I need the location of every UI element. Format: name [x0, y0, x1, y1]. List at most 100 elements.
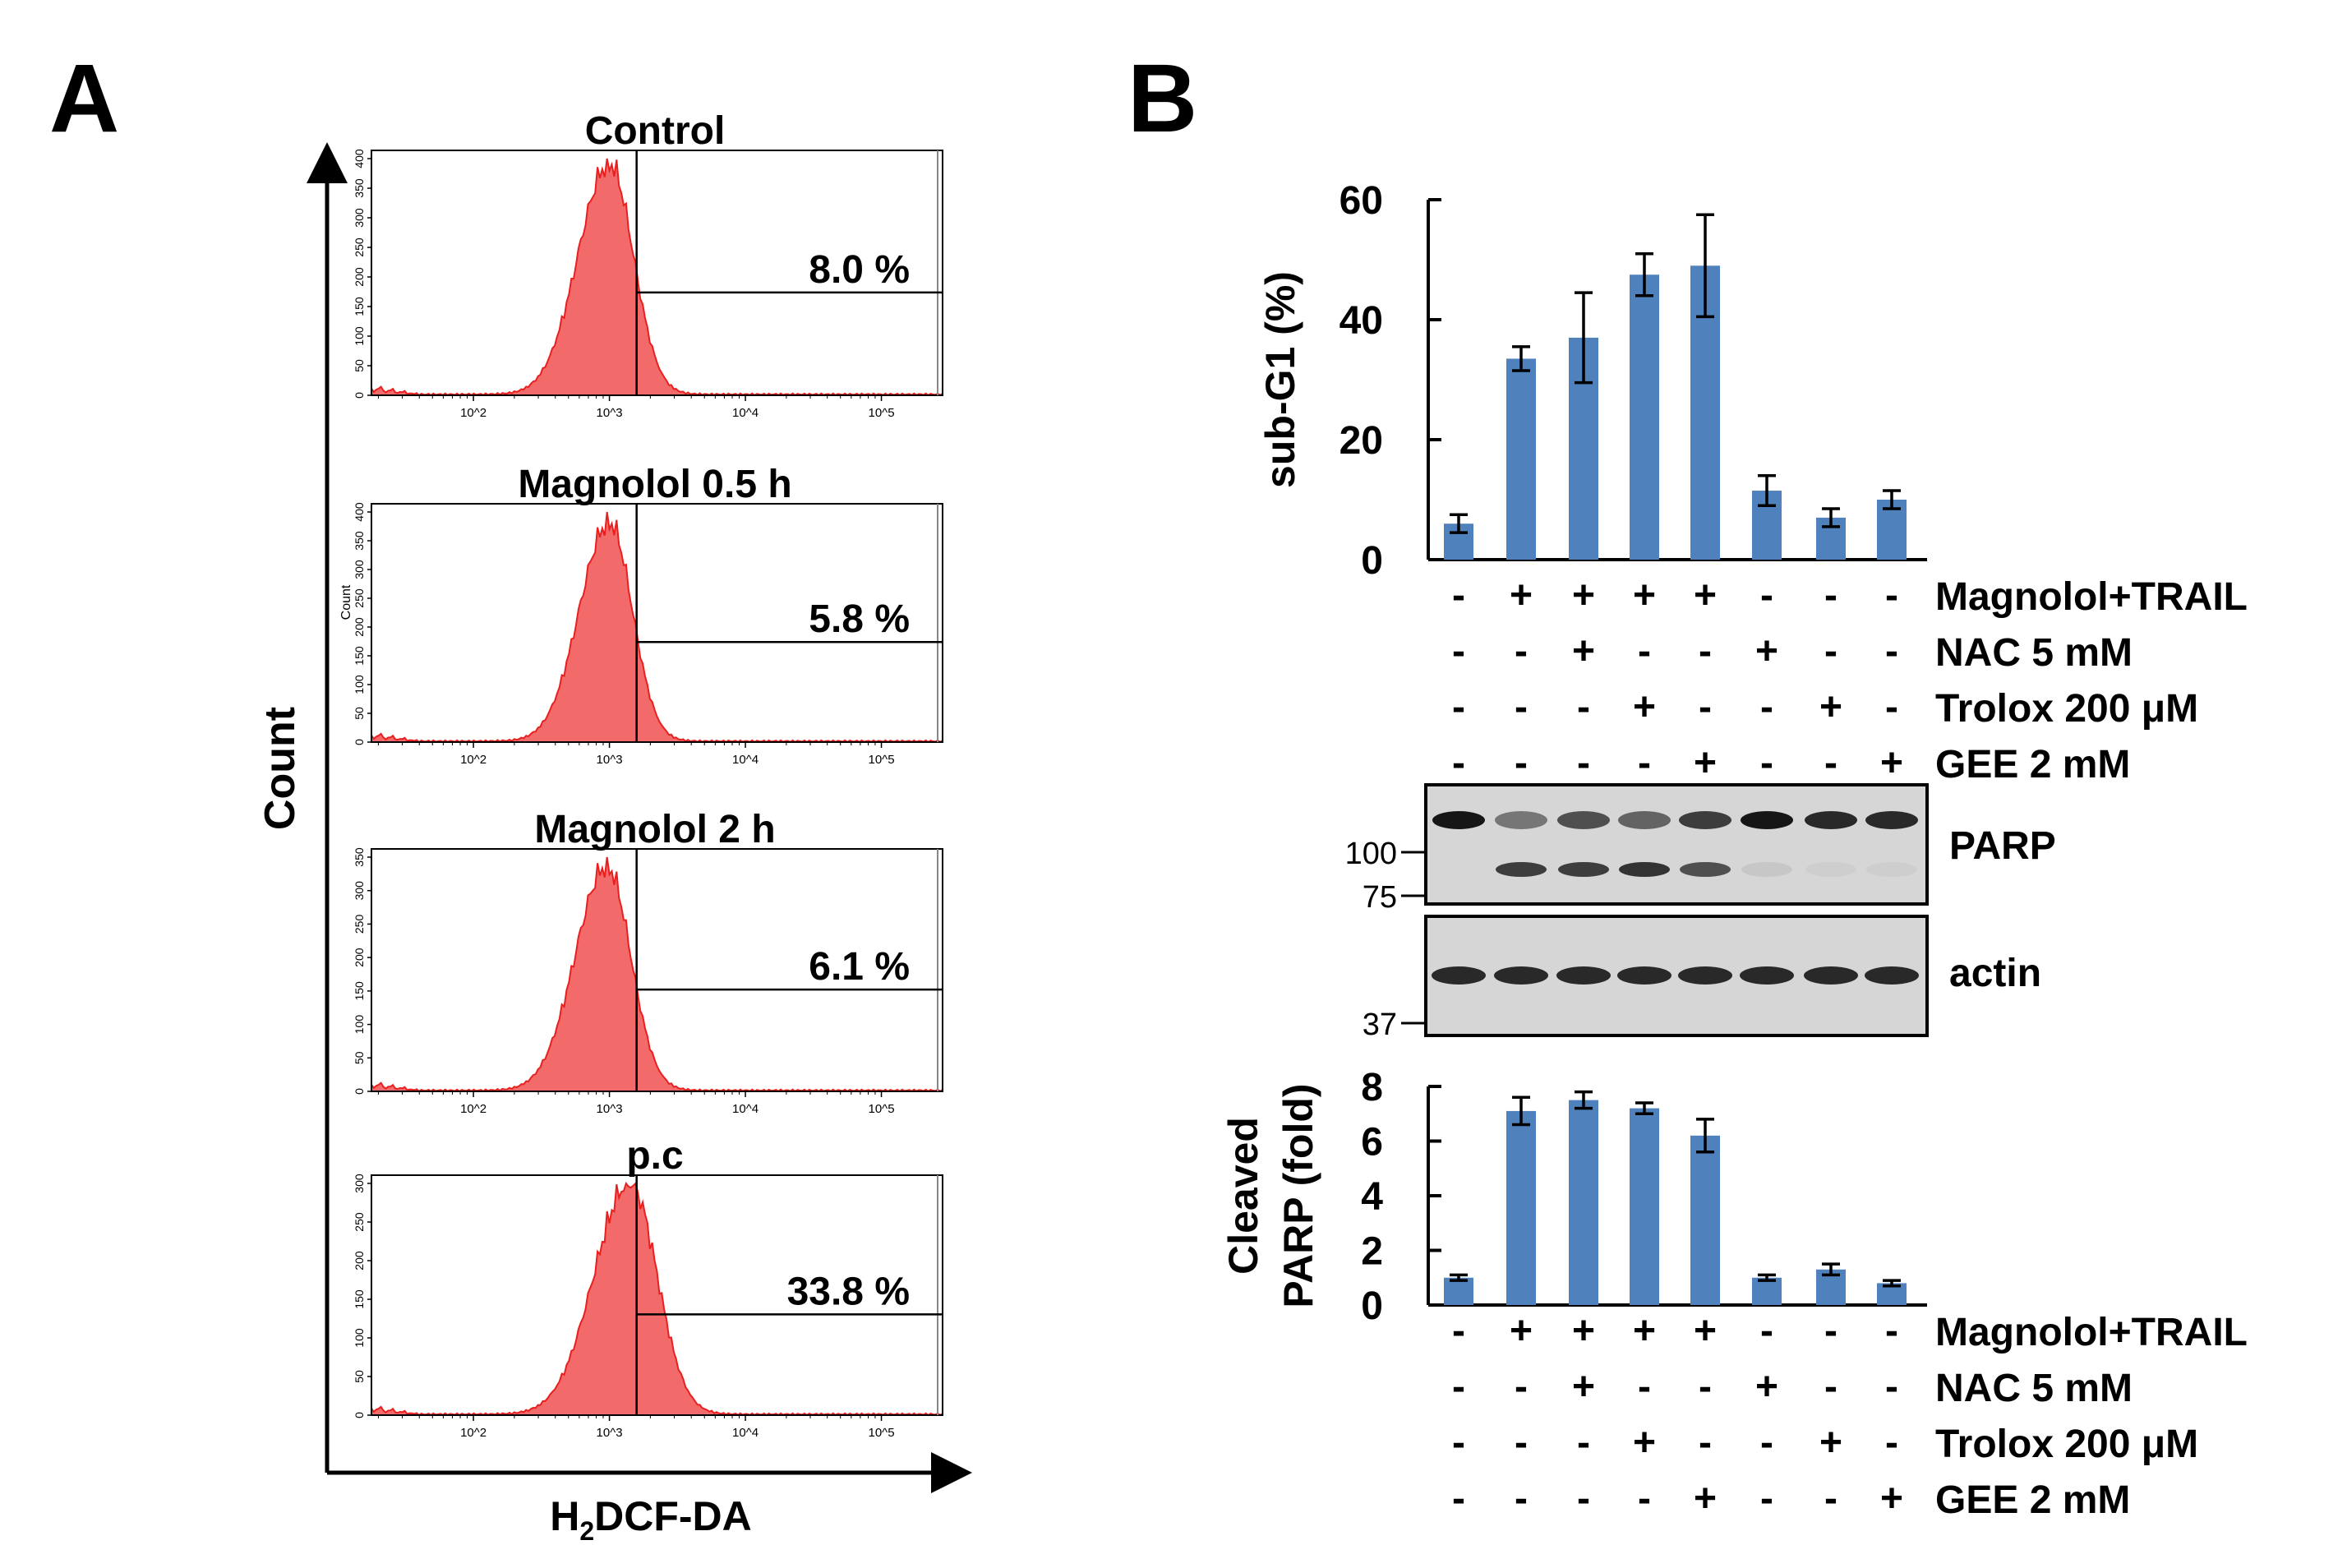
treatment-sign: - — [1515, 1477, 1528, 1520]
treatment-label: Magnolol+TRAIL — [1935, 1311, 2248, 1354]
x-tick-label: 10^2 — [460, 406, 486, 420]
treatment-sign: - — [1638, 1477, 1651, 1520]
treatment-sign: + — [1633, 1421, 1656, 1464]
parp-cleaved-band — [1741, 862, 1792, 877]
treatment-sign: - — [1699, 630, 1712, 673]
x-tick-label: 10^2 — [460, 1102, 486, 1116]
bar-y-tick-label: 20 — [1339, 419, 1383, 463]
parp-full-band — [1865, 811, 1918, 829]
treatment-sign: - — [1885, 1421, 1898, 1464]
panel-b-letter: B — [1127, 44, 1197, 153]
bar — [1444, 1277, 1473, 1305]
treatment-label: GEE 2 mM — [1935, 1478, 2130, 1522]
parp-cleaved-band — [1866, 862, 1917, 877]
treatment-table: - + + + + - - - Magnolol+TRAIL- - + - - + - - NAC 5 mM- -… — [1452, 574, 2248, 786]
bar-y-tick-label: 6 — [1361, 1121, 1383, 1164]
treatment-sign: + — [1694, 574, 1717, 617]
plot-title: Magnolol 0.5 h — [518, 463, 791, 506]
treatment-sign: + — [1694, 1309, 1717, 1353]
treatment-sign: - — [1577, 1477, 1590, 1520]
y-tick-label: 100 — [353, 1015, 366, 1035]
parp-full-band — [1618, 811, 1671, 829]
treatment-sign: - — [1515, 685, 1528, 729]
treatment-sign: - — [1452, 1477, 1465, 1520]
bar-y-tick-label: 8 — [1361, 1066, 1383, 1109]
bar — [1506, 1110, 1536, 1305]
bar-y-label-line1: Cleaved — [1220, 1117, 1266, 1275]
parp-cleaved-band — [1805, 862, 1856, 877]
bar-y-tick-label: 60 — [1339, 179, 1383, 223]
gate-percent-label: 5.8 % — [809, 597, 910, 641]
actin-band — [1617, 966, 1671, 985]
y-tick-label: 100 — [353, 326, 366, 346]
y-tick-label: 0 — [353, 392, 366, 399]
treatment-sign: - — [1577, 685, 1590, 729]
y-tick-label: 50 — [353, 359, 366, 372]
bar — [1630, 1108, 1659, 1305]
plot-frame — [371, 503, 943, 743]
treatment-sign: + — [1633, 574, 1656, 617]
treatment-sign: - — [1699, 1365, 1712, 1409]
x-tick-label: 10^5 — [868, 406, 894, 420]
bar-y-tick-label: 0 — [1361, 1284, 1383, 1328]
y-tick-label: 300 — [353, 560, 366, 579]
y-tick-label: 350 — [353, 178, 366, 198]
bar-chart: 0 20 40 60 sub-G1 (%) — [1257, 179, 1927, 583]
x-tick-label: 10^5 — [868, 753, 894, 767]
treatment-sign: - — [1885, 685, 1898, 729]
treatment-sign: - — [1515, 1365, 1528, 1409]
bar-chart: 0 2 4 6 8 Cleaved PARP (fold) — [1220, 1066, 1927, 1328]
x-axis-label: H2DCF-DA — [550, 1493, 752, 1546]
treatment-sign: - — [1638, 1365, 1651, 1409]
treatment-sign: - — [1824, 1477, 1837, 1520]
y-tick-label: 0 — [353, 1088, 366, 1095]
treatment-sign: - — [1824, 630, 1837, 673]
treatment-sign: - — [1885, 574, 1898, 617]
y-tick-label: 400 — [353, 149, 366, 168]
x-tick-label: 10^3 — [597, 406, 623, 420]
x-tick-label: 10^4 — [732, 1102, 759, 1116]
treatment-sign: + — [1880, 1477, 1903, 1520]
y-tick-label: 200 — [353, 948, 366, 967]
bar-y-tick-label: 2 — [1361, 1230, 1383, 1274]
bar-y-tick-label: 0 — [1361, 539, 1383, 583]
treatment-sign: + — [1633, 1309, 1656, 1353]
treatment-sign: + — [1572, 574, 1595, 617]
treatment-sign: + — [1755, 1365, 1778, 1409]
x-tick-label: 10^2 — [460, 1426, 486, 1440]
treatment-sign: - — [1824, 1365, 1837, 1409]
treatment-sign: - — [1452, 1421, 1465, 1464]
y-tick-label: 0 — [353, 739, 366, 745]
histogram-plot: Magnolol 2 h 6.1 % 0 50 100 150 200 250 300 350 10… — [353, 808, 943, 1116]
gate-percent-label: 33.8 % — [787, 1270, 910, 1313]
parp-cleaved-band — [1680, 862, 1731, 877]
y-tick-label: 150 — [353, 981, 366, 1001]
x-tick-label: 10^3 — [597, 1426, 623, 1440]
y-tick-label: 50 — [353, 1370, 366, 1383]
treatment-sign: - — [1760, 1421, 1773, 1464]
treatment-sign: - — [1452, 574, 1465, 617]
plot-y-axis-text: Count — [339, 584, 353, 620]
gate-percent-label: 8.0 % — [809, 248, 910, 292]
treatment-sign: - — [1452, 685, 1465, 729]
plot-frame — [371, 1174, 943, 1416]
treatment-sign: + — [1510, 574, 1533, 617]
treatment-sign: + — [1755, 630, 1778, 673]
actin-band — [1740, 966, 1794, 985]
treatment-sign: - — [1515, 1421, 1528, 1464]
x-tick-label: 10^3 — [597, 1102, 623, 1116]
y-axis-label: Count — [256, 707, 304, 830]
x-tick-label: 10^2 — [460, 753, 486, 767]
actin-label: actin — [1949, 952, 2041, 995]
y-tick-label: 300 — [353, 1174, 366, 1193]
y-tick-label: 50 — [353, 707, 366, 720]
y-tick-label: 200 — [353, 617, 366, 637]
plot-title: Control — [585, 109, 726, 153]
bar — [1506, 358, 1536, 560]
actin-band — [1804, 966, 1858, 985]
treatment-label: Trolox 200 μM — [1935, 1423, 2198, 1466]
y-tick-label: 150 — [353, 1289, 366, 1309]
treatment-sign: + — [1819, 685, 1842, 729]
parp-label: PARP — [1949, 824, 2056, 868]
